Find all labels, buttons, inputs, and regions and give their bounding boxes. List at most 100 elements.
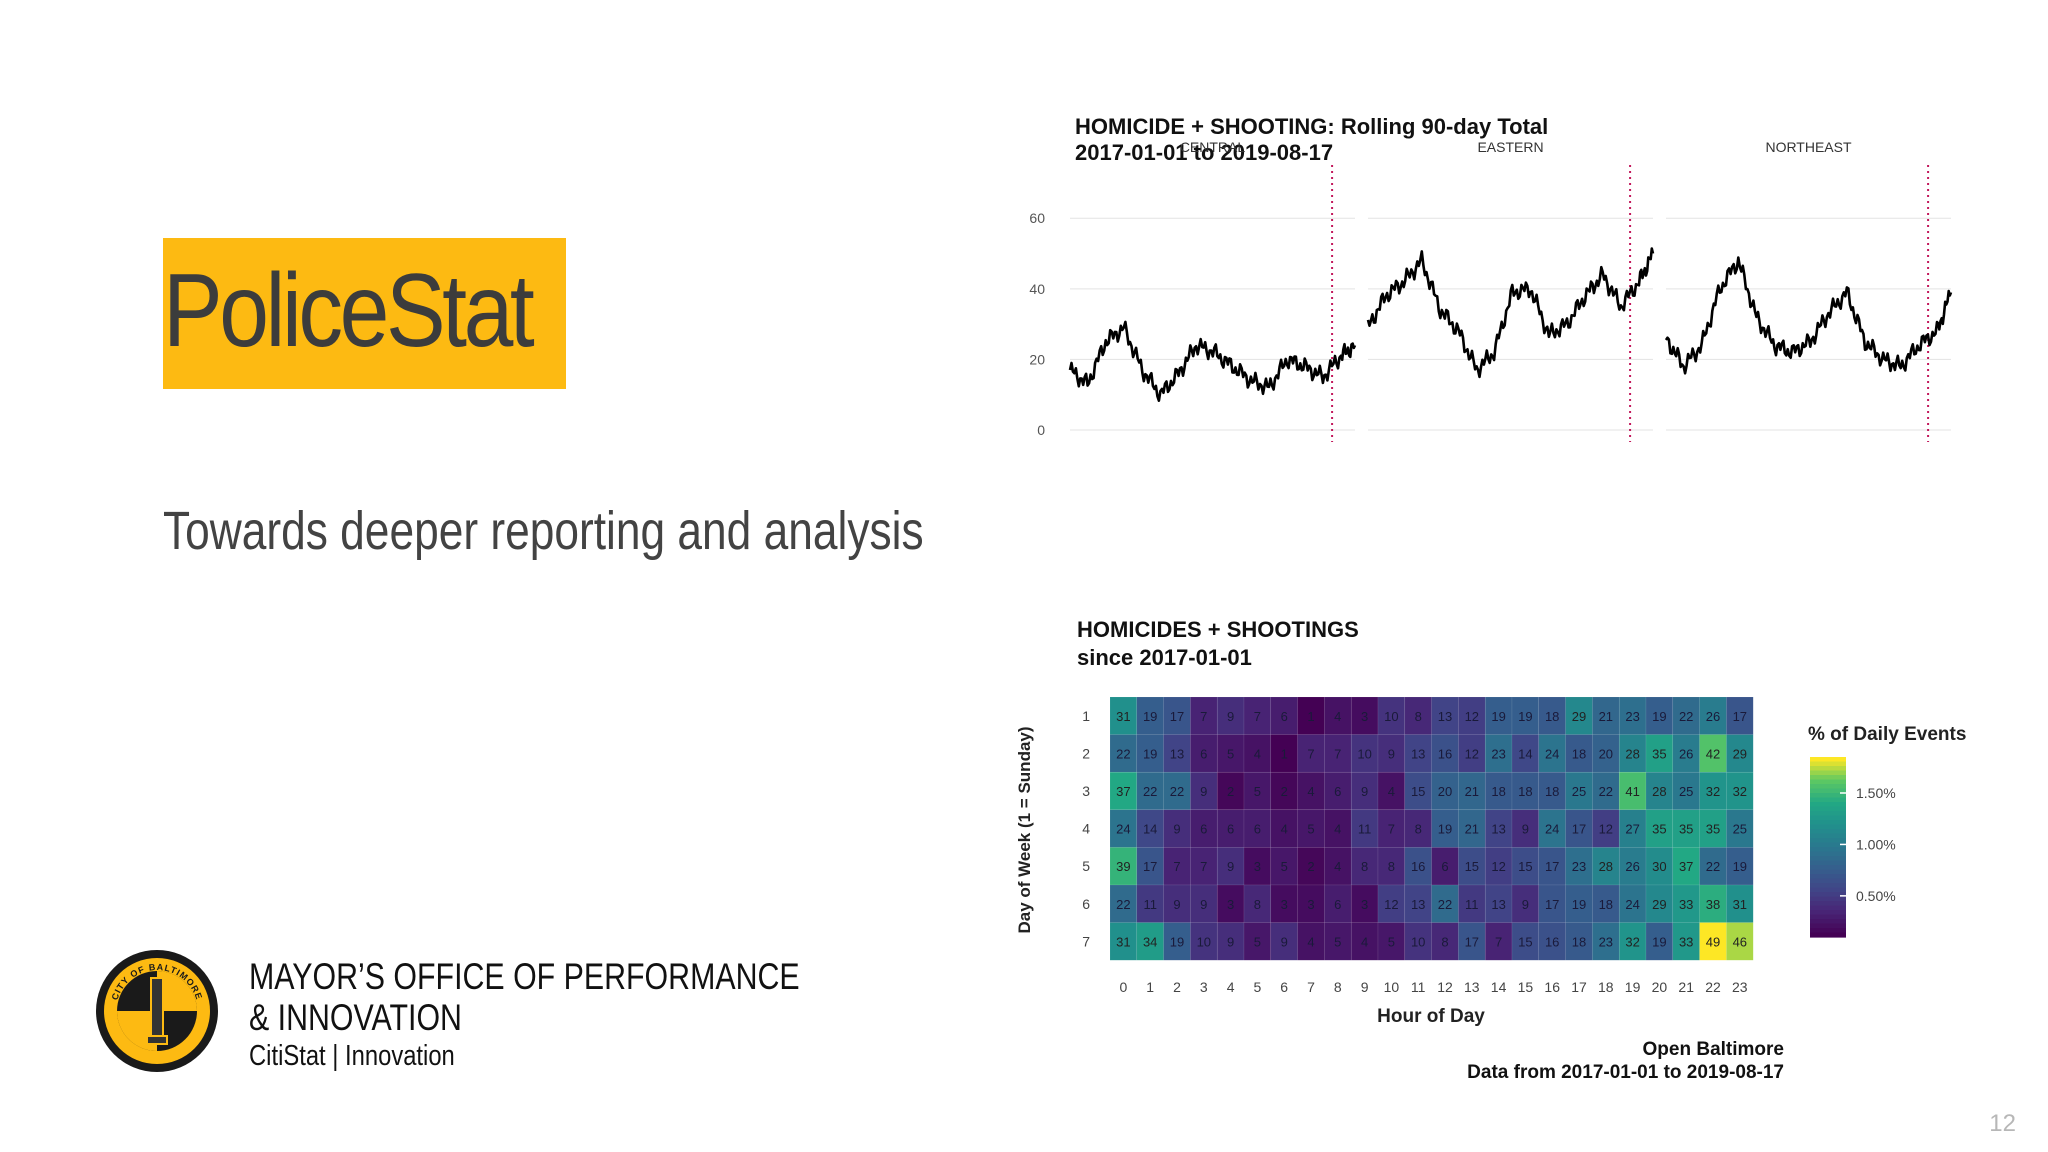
heatmap-cell-label: 35 [1679,822,1693,837]
heatmap-cell [1726,771,1754,811]
heatmap-cell-label: 1 [1307,709,1314,724]
heatmap-cell-label: 26 [1679,746,1693,761]
heatmap-cell-label: 16 [1411,859,1425,874]
heatmap-x-axis-label: Hour of Day [1377,1006,1485,1027]
heatmap-cell-label: 18 [1545,709,1559,724]
heatmap-cell [1699,809,1727,848]
heatmap-cell-label: 9 [1173,822,1180,837]
colorbar-segment [1810,865,1846,871]
heatmap-cell-label: 24 [1545,746,1559,761]
colorbar-segment [1810,775,1846,781]
page-number: 12 [1989,1110,2016,1137]
heatmap-cell-label: 18 [1518,784,1532,799]
colorbar-segment [1810,824,1846,830]
heatmap-x-tick-label: 5 [1254,979,1262,995]
heatmap-cell-label: 19 [1572,897,1586,912]
colorbar-segment [1810,847,1846,853]
heatmap-cell-label: 7 [1388,822,1395,837]
heatmap-cell-label: 3 [1227,897,1234,912]
heatmap-cell-label: 6 [1441,859,1448,874]
heatmap-cell-label: 19 [1652,934,1666,949]
heatmap-cell-label: 13 [1411,897,1425,912]
heatmap-cell-label: 15 [1465,859,1479,874]
heatmap-cell [1565,922,1593,961]
line-chart-subtitle: 2017-01-01 to 2019-08-17 [1075,140,1333,165]
heatmap-cell-label: 26 [1625,859,1639,874]
colorbar-segment [1810,887,1846,893]
heatmap-cell [1163,922,1191,961]
heatmap-cell-label: 39 [1116,859,1130,874]
slide-title: PoliceStat [163,253,535,369]
heatmap-cell-label: 13 [1438,709,1452,724]
heatmap-cell-label: 11 [1465,897,1479,912]
heatmap-cell [1377,922,1406,961]
heatmap-cell [1163,734,1191,773]
heatmap-cell-label: 5 [1281,859,1288,874]
heatmap-cell-label: 9 [1281,934,1288,949]
heatmap-cell-label: 23 [1572,859,1586,874]
heatmap-cell-label: 29 [1572,709,1586,724]
heatmap-cell [1484,696,1513,735]
heatmap-cell-label: 15 [1518,934,1532,949]
heatmap-cell [1699,884,1727,923]
heatmap-cell [1190,734,1218,773]
heatmap-cell-label: 2 [1307,859,1314,874]
heatmap-cell-label: 35 [1706,822,1720,837]
heatmap-cell [1672,771,1700,811]
heatmap-cell-label: 3 [1361,897,1368,912]
heatmap-cell [1243,696,1272,735]
colorbar-segment [1810,806,1846,812]
heatmap-cell-label: 23 [1491,746,1505,761]
heatmap-cell-label: 3 [1254,859,1261,874]
line-y-tick-label: 0 [1037,422,1045,438]
heatmap-cell [1377,884,1406,923]
heatmap-cell [1190,771,1218,811]
heatmap-cell [1297,734,1325,773]
facet-label: CENTRAL [1180,139,1246,155]
heatmap-x-tick-label: 12 [1437,979,1453,995]
heatmap-cell [1377,809,1406,848]
heatmap-cell [1672,696,1700,735]
org-name-line2: & INNOVATION [249,997,462,1038]
heatmap-x-tick-label: 17 [1571,979,1587,995]
heatmap-cell [1592,884,1620,923]
heatmap-cell-label: 9 [1227,709,1234,724]
heatmap-cell-label: 8 [1254,897,1261,912]
heatmap-cell [1350,771,1379,811]
heatmap-cell-label: 15 [1518,859,1532,874]
heatmap-cell [1726,847,1754,886]
heatmap-cell [1109,922,1138,961]
heatmap-cell [1511,734,1540,773]
heatmap-cell [1270,847,1298,886]
heatmap-axes: 0 1 2 3 4 5 6 7 8 9 10 11 12 13 14 15 16 17 18 19 20 21 22 2312… [1082,708,1748,995]
heatmap-cell-label: 19 [1652,709,1666,724]
line-y-tick-label: 40 [1029,281,1045,297]
colorbar-segment [1810,869,1846,875]
heatmap-cell-label: 21 [1599,709,1613,724]
heatmap-cell-label: 22 [1679,709,1693,724]
heatmap-cell [1618,922,1647,961]
heatmap-cell-label: 4 [1334,859,1341,874]
heatmap-cell-label: 31 [1116,709,1130,724]
heatmap-x-tick-label: 22 [1705,979,1721,995]
heatmap-cell [1431,771,1459,811]
heatmap-cell [1645,884,1674,923]
heatmap-cell [1404,696,1432,735]
heatmap-cell-label: 9 [1522,897,1529,912]
heatmap-cell-label: 35 [1652,746,1666,761]
heatmap-cell [1377,696,1406,735]
heatmap-cell-label: 35 [1652,822,1666,837]
heatmap-cell [1565,771,1593,811]
heatmap-cell-label: 8 [1415,822,1422,837]
colorbar-segment [1810,883,1846,889]
heatmap-cell-label: 17 [1465,934,1479,949]
heatmap-cell-label: 21 [1465,784,1479,799]
heatmap-cell [1190,922,1218,961]
heatmap-x-tick-label: 4 [1227,979,1235,995]
heatmap-cell [1270,734,1298,773]
org-name-line1: MAYOR’S OFFICE OF PERFORMANCE [249,956,800,997]
heatmap-cell [1431,696,1459,735]
heatmap-cell [1190,809,1218,848]
heatmap-cell-label: 12 [1465,746,1479,761]
